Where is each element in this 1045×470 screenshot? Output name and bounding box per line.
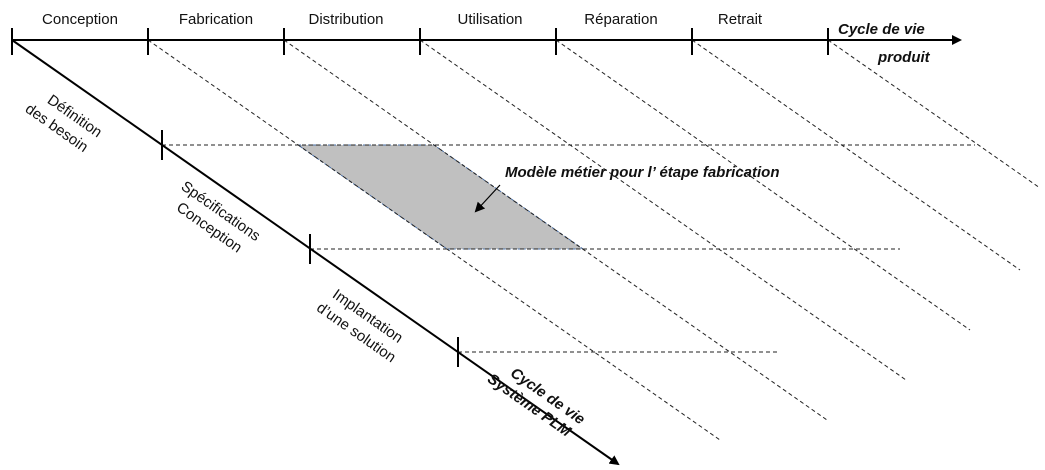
plm-phase: Définitiondes besoin (22, 84, 105, 158)
phase: Réparation (584, 11, 657, 28)
phase: Conception (42, 11, 118, 28)
plm-phase: Implantationd’une solution (313, 283, 410, 366)
axis-label: Cycle de vieSystème PLM (484, 356, 588, 443)
phase: Retrait (718, 11, 763, 28)
dashed-guides (147, 39, 1041, 441)
annotation-arrow (474, 184, 501, 213)
product-axis (11, 28, 962, 55)
phase: Fabrication (179, 11, 253, 28)
plm-phase: SpécificationsConception (166, 178, 263, 261)
annotation: Modèle métier pour l’ étape fabrication (505, 164, 780, 181)
axis-label: produit (877, 49, 931, 66)
phase: Utilisation (457, 11, 522, 28)
plm-axis (11, 39, 620, 466)
business-model-area (296, 144, 585, 250)
axis-label: Cycle de vie (838, 21, 925, 38)
phase: Distribution (308, 11, 383, 28)
